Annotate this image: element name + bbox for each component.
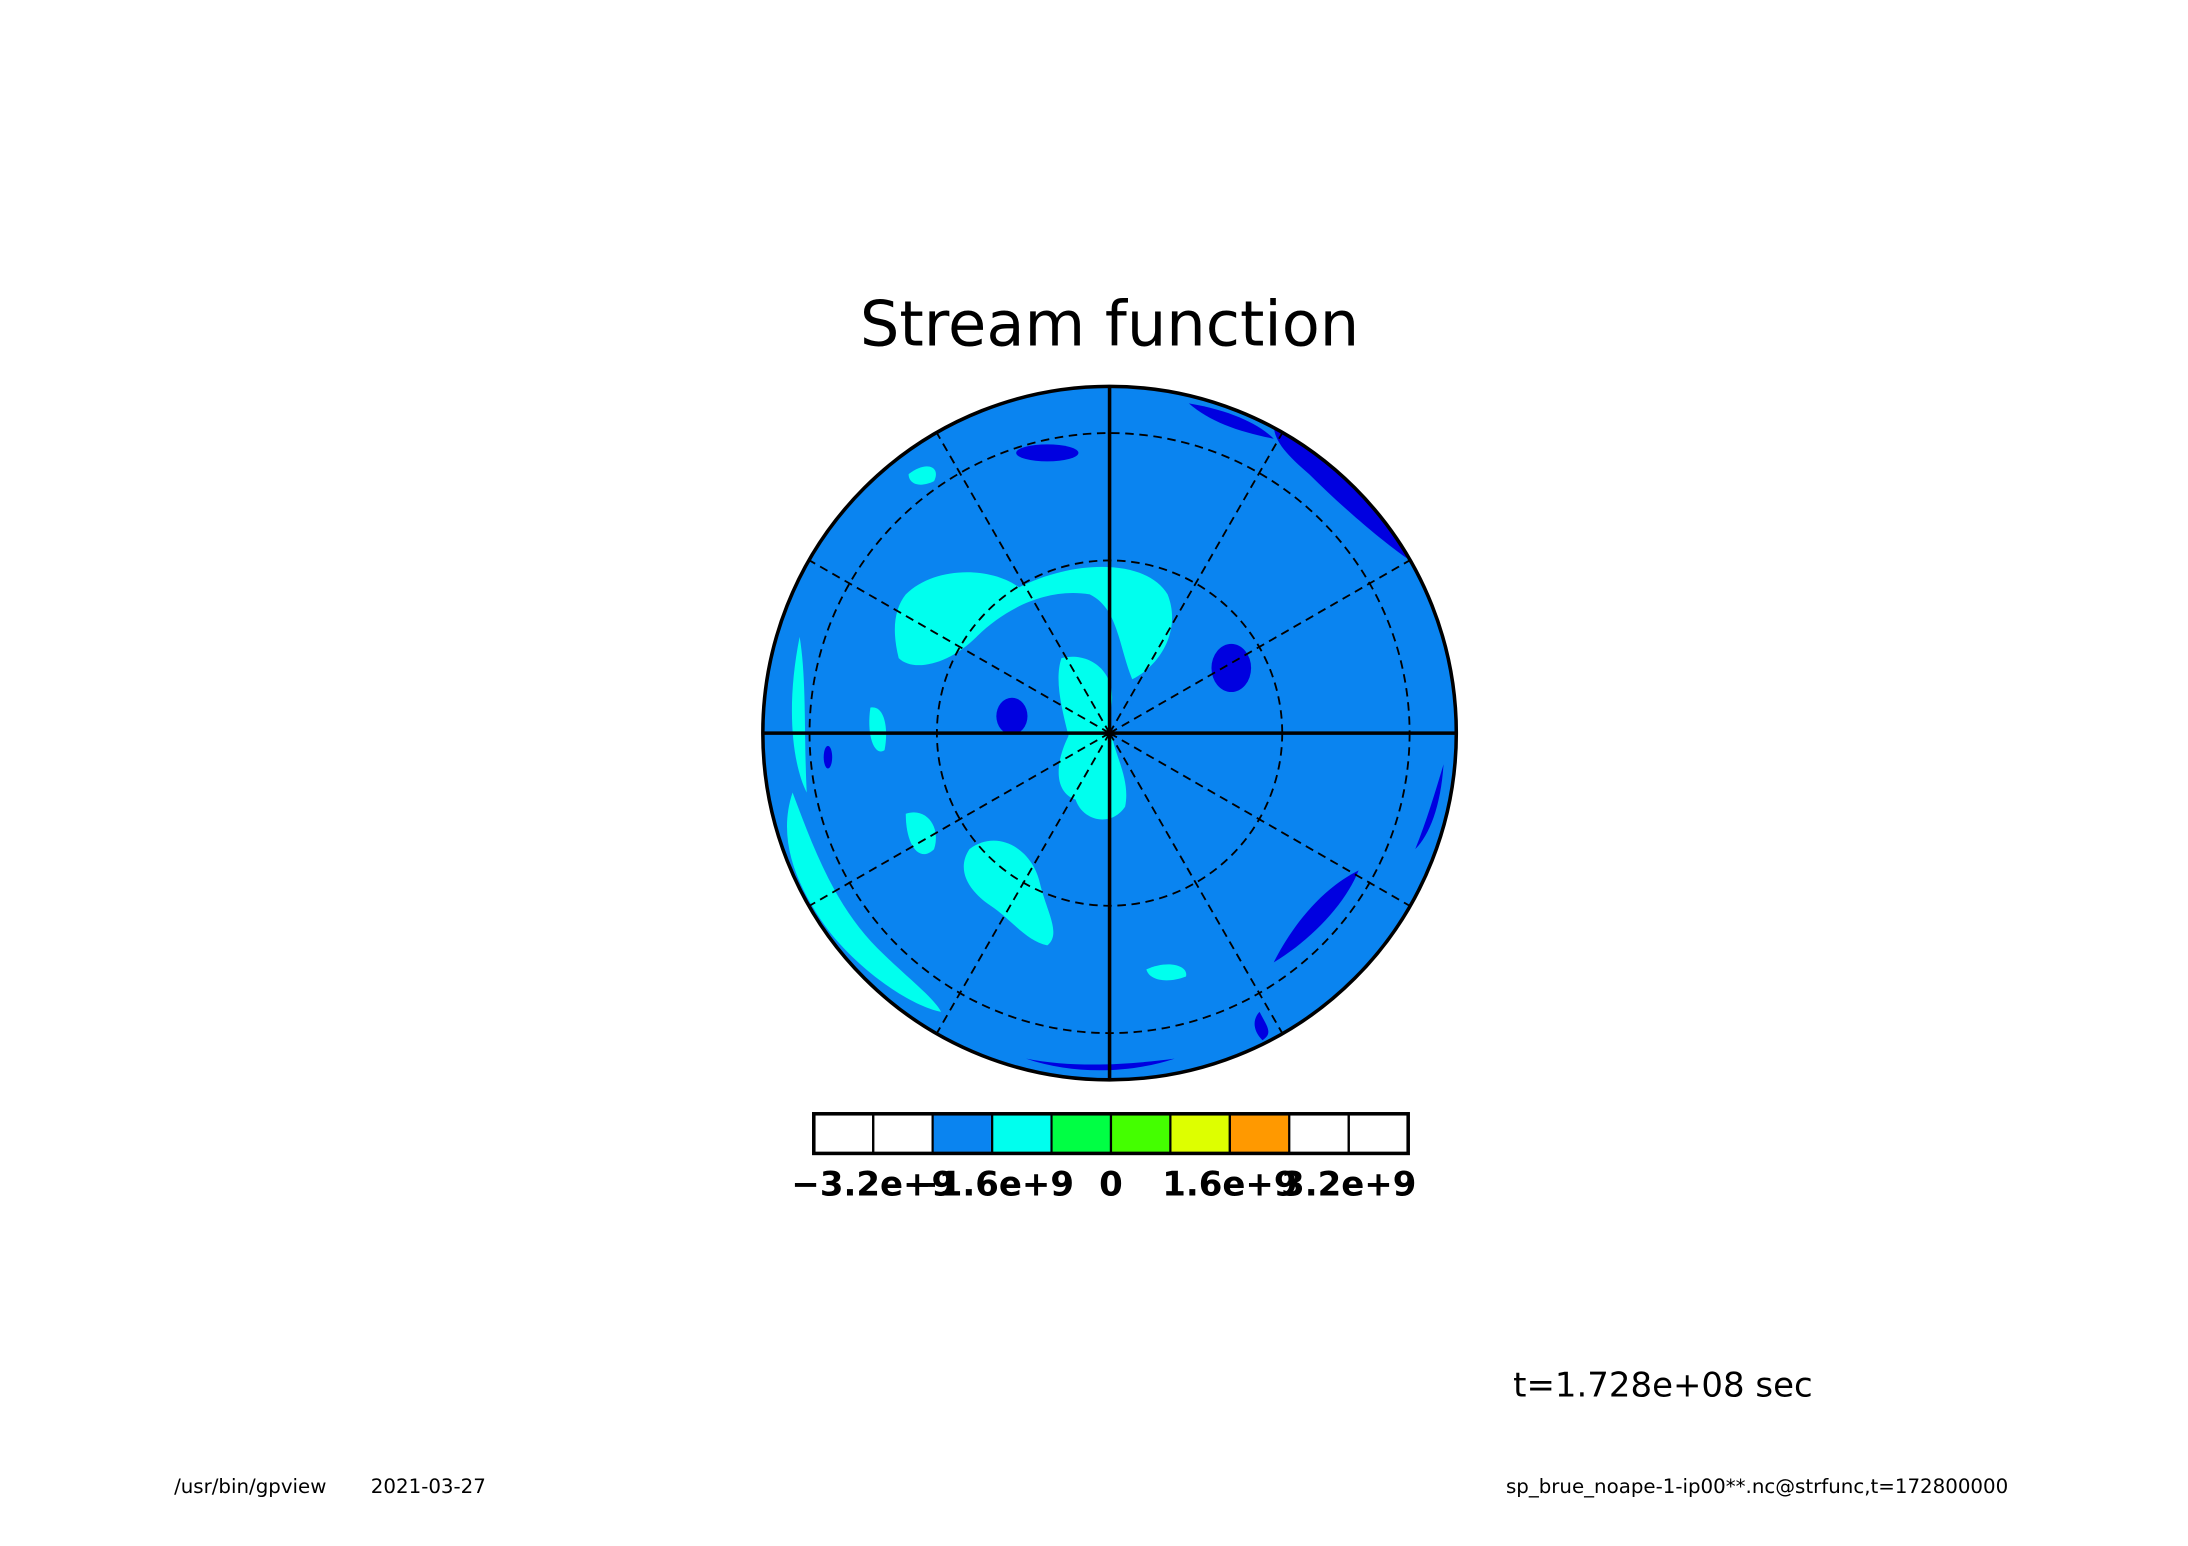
footer-date: 2021-03-27 (371, 1475, 486, 1498)
colorbar-box (1169, 1112, 1231, 1155)
colorbar-box (1288, 1112, 1350, 1155)
colorbar-box (991, 1112, 1053, 1155)
colorbar-box (1109, 1112, 1172, 1155)
frame (761, 384, 1459, 1082)
footer-source: sp_brue_noape-1-ip00**.nc@strfunc,t=1728… (1506, 1475, 2008, 1498)
colorbar-box (1050, 1112, 1113, 1155)
colorbar-box (872, 1112, 934, 1155)
colorbar-box (812, 1112, 875, 1155)
colorbar-box (1228, 1112, 1291, 1155)
colorbar-tick-label: 0 (1099, 1164, 1123, 1204)
colorbar-tick-label: −3.2e+9 (791, 1164, 955, 1204)
time-label: t=1.728e+08 sec (1513, 1365, 1813, 1405)
colorbar-tick-label: 3.2e+9 (1281, 1164, 1416, 1204)
footer-program: /usr/bin/gpview (174, 1475, 326, 1498)
chart-title: Stream function (860, 287, 1359, 360)
colorbar: −3.2e+9−1.6e+9 0 1.6e+93.2e+9 (791, 1112, 1416, 1204)
colorbar-box (931, 1112, 994, 1155)
colorbar-tick-label: −1.6e+9 (910, 1164, 1074, 1204)
dark-regions (823, 403, 1444, 1071)
colorbar-box (1347, 1112, 1410, 1155)
colorbar-tick-label: 1.6e+9 (1162, 1164, 1297, 1204)
